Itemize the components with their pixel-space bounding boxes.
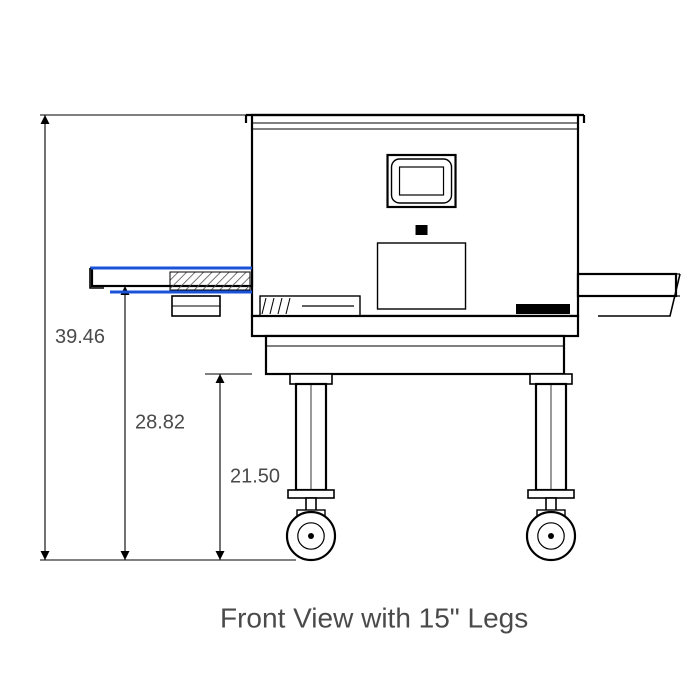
dim-leg-clearance: 21.50 bbox=[230, 465, 280, 487]
dim-conveyor-height: 28.82 bbox=[135, 411, 185, 433]
oven-front-view bbox=[90, 115, 680, 560]
dim-overall-height: 39.46 bbox=[55, 326, 105, 348]
caption: Front View with 15" Legs bbox=[220, 602, 528, 633]
